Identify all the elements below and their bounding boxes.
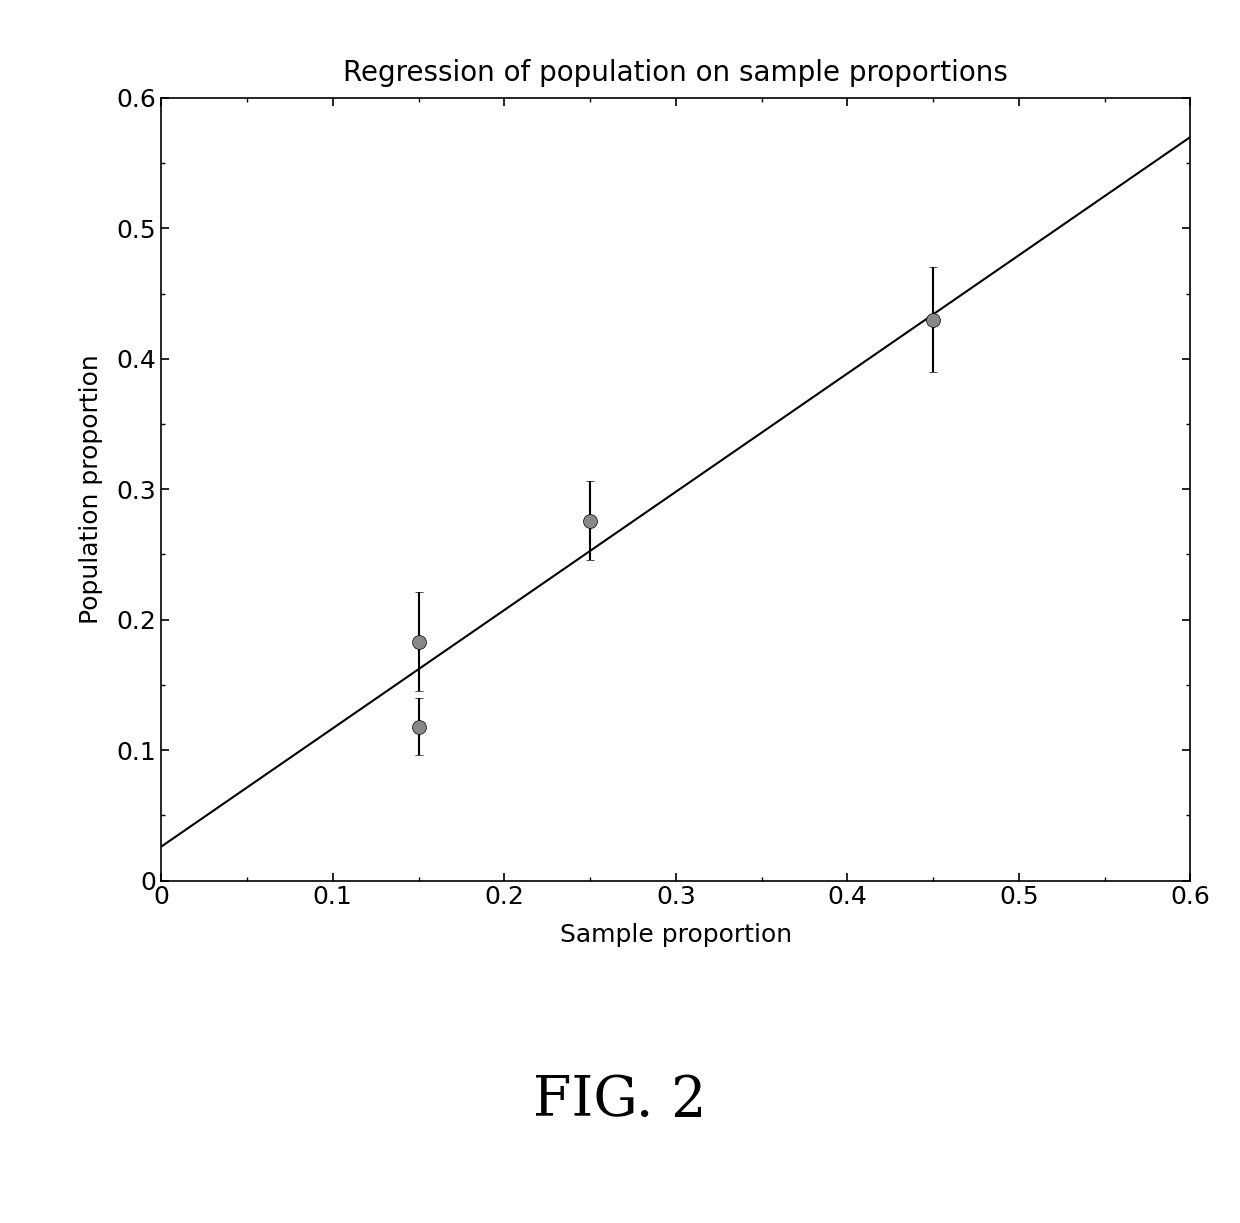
Text: FIG. 2: FIG. 2 xyxy=(533,1074,707,1128)
Title: Regression of population on sample proportions: Regression of population on sample propo… xyxy=(343,59,1008,87)
Y-axis label: Population proportion: Population proportion xyxy=(78,355,103,624)
X-axis label: Sample proportion: Sample proportion xyxy=(559,923,792,948)
